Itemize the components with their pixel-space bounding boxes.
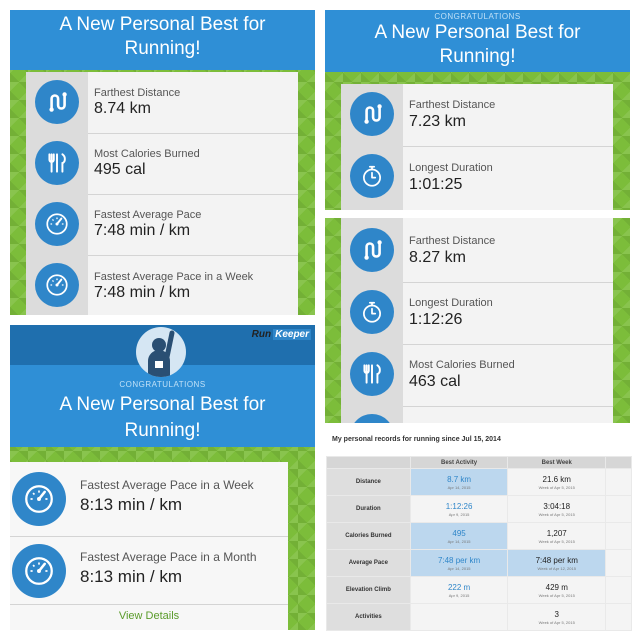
best-week-cell: 3 Week of Apr 5, 2015 [507, 603, 607, 631]
record-value: 8.27 km [409, 249, 466, 266]
record-value: 495 cal [94, 161, 146, 178]
records-card: Farthest Distance 7.23 km Longest Durati… [341, 84, 613, 210]
best-activity-cell[interactable]: 8.7 km Apr 14, 2015 [409, 468, 509, 496]
route-icon [35, 80, 79, 124]
panel-personal-best-1: A New Personal Best for Running! Farthes… [10, 10, 315, 315]
fork-knife-icon [35, 141, 79, 185]
congrats-label: CONGRATULATIONS [119, 380, 206, 389]
record-label: Fastest Average Pace in a Month [80, 550, 257, 564]
row-header: Calories Burned [326, 522, 411, 550]
table-row: Activities 3 Week of Apr 5, 2015 [326, 603, 632, 631]
view-details-link[interactable]: View Details [118, 610, 180, 622]
best-week-cell: 7:48 per km Week of Apr 12, 2015 [507, 549, 607, 577]
record-label: Fastest Average Pace [94, 209, 202, 221]
records-card: Farthest Distance 8.27 km Longest Durati… [341, 218, 613, 423]
record-value: 1:01:25 [409, 176, 463, 193]
table-row: Average Pace 7:48 per km Apr 14, 2015 7:4… [326, 549, 632, 577]
record-value: 1:12:26 [409, 311, 463, 328]
record-value: 8:13 min / km [80, 495, 183, 514]
route-icon [350, 228, 394, 272]
header-empty [326, 456, 411, 469]
record-label: Most Calories Burned [409, 359, 515, 371]
partial-icon [350, 414, 394, 423]
runner-avatar-icon [136, 327, 186, 377]
fork-knife-icon [350, 352, 394, 396]
best-week-cell: 21.6 km Week of Apr 5, 2015 [507, 468, 607, 496]
row-header: Duration [326, 495, 411, 523]
record-value: 7:48 min / km [94, 284, 191, 301]
banner-title-line2: Running! [124, 420, 201, 441]
speedometer-icon [35, 263, 79, 307]
record-label: Farthest Distance [409, 235, 496, 247]
table-row: Calories Burned 495 Apr 14, 2015 1,207 Wee… [326, 522, 632, 550]
row-header: Average Pace [326, 549, 411, 577]
personal-records-table: Best Activity Best Week Distance 8.7 km A… [326, 456, 632, 631]
record-value: 7:48 min / km [94, 222, 191, 239]
record-value: 463 cal [409, 373, 461, 390]
best-week-cell: 1,207 Week of Apr 5, 2015 [507, 522, 607, 550]
banner-title-line1: A New Personal Best for [59, 14, 266, 35]
table-row: Elevation Climb 222 m Apr 9, 2015 429 m We… [326, 576, 632, 604]
record-label: Farthest Distance [409, 99, 496, 111]
record-label: Longest Duration [409, 162, 493, 174]
best-activity-cell[interactable]: 495 Apr 14, 2015 [409, 522, 509, 550]
record-value: 8.74 km [94, 100, 151, 117]
banner: Run Keeper CONGRATULATIONS A New Personal… [10, 325, 315, 447]
table-header-row: Best Activity Best Week [326, 456, 632, 469]
banner: A New Personal Best for Running! [10, 10, 315, 70]
speedometer-icon [12, 544, 66, 598]
banner-title-line1: A New Personal Best for [59, 394, 266, 415]
congrats-label: CONGRATULATIONS [434, 12, 521, 21]
banner: CONGRATULATIONS A New Personal Best for … [325, 10, 630, 72]
record-label: Fastest Average Pace in a Week [94, 271, 254, 283]
banner-title-line1: A New Personal Best for [374, 22, 581, 43]
speedometer-icon [35, 202, 79, 246]
best-week-cell: 3:04:18 Week of Apr 5, 2015 [507, 495, 607, 523]
record-label: Longest Duration [409, 297, 493, 309]
stopwatch-icon [350, 154, 394, 198]
best-week-cell: 429 m Week of Apr 5, 2015 [507, 576, 607, 604]
table-row: Duration 1:12:26 Apr 9, 2015 3:04:18 Week … [326, 495, 632, 523]
records-table-title: My personal records for running since Ju… [332, 436, 501, 443]
banner-title-line2: Running! [439, 46, 516, 67]
best-activity-cell[interactable]: 1:12:26 Apr 9, 2015 [409, 495, 509, 523]
best-activity-cell[interactable]: 7:48 per km Apr 14, 2015 [409, 549, 509, 577]
stopwatch-icon [350, 290, 394, 334]
banner-title-line2: Running! [124, 38, 201, 59]
record-value: 8:13 min / km [80, 567, 183, 586]
row-header: Activities [326, 603, 411, 631]
row-header: Distance [326, 468, 411, 496]
best-activity-cell [409, 603, 509, 631]
record-label: Fastest Average Pace in a Week [80, 478, 254, 492]
records-card: Fastest Average Pace in a Week 8:13 min … [10, 462, 288, 630]
panel-personal-best-4: Run Keeper CONGRATULATIONS A New Personal… [10, 325, 315, 630]
records-card: Farthest Distance 8.74 km Most Calories … [26, 72, 298, 315]
record-label: Farthest Distance [94, 87, 181, 99]
route-icon [350, 92, 394, 136]
row-header: Elevation Climb [326, 576, 411, 604]
record-label: Most Calories Burned [94, 148, 200, 160]
panel-personal-best-2: CONGRATULATIONS A New Personal Best for … [325, 10, 630, 210]
speedometer-icon [12, 472, 66, 526]
panel-personal-best-3: Farthest Distance 8.27 km Longest Durati… [325, 218, 630, 423]
header-best-activity: Best Activity [409, 456, 509, 469]
header-best-week: Best Week [507, 456, 607, 469]
runkeeper-logo: Run Keeper [251, 329, 311, 340]
best-activity-cell[interactable]: 222 m Apr 9, 2015 [409, 576, 509, 604]
record-value: 7.23 km [409, 113, 466, 130]
table-row: Distance 8.7 km Apr 14, 2015 21.6 km Week … [326, 468, 632, 496]
